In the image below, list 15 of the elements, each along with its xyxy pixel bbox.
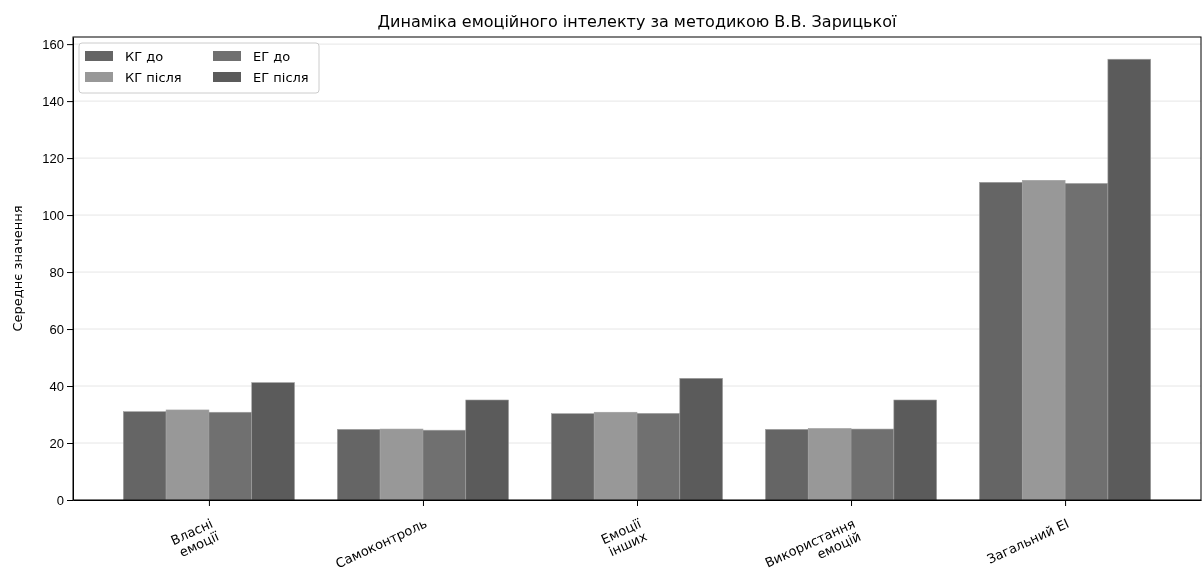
legend-label: ЕГ після <box>253 70 309 85</box>
legend-label: КГ після <box>125 70 182 85</box>
y-tick-label: 0 <box>56 492 64 508</box>
y-tick-label: 140 <box>42 93 64 109</box>
y-tick-label: 60 <box>49 321 64 337</box>
legend-label: КГ до <box>125 49 164 64</box>
y-tick-label: 120 <box>42 150 64 166</box>
y-axis-title: Середнє значення <box>10 205 25 332</box>
y-tick-label: 100 <box>42 207 64 223</box>
y-tick-label: 40 <box>49 378 64 394</box>
y-tick-label: 160 <box>42 36 64 52</box>
y-tick-label: 20 <box>49 435 64 451</box>
y-tick-label: 80 <box>49 264 64 280</box>
legend-label: ЕГ до <box>253 49 291 64</box>
chart-title: Динаміка емоційного інтелекту за методикою В.В. Зарицької <box>377 12 897 31</box>
